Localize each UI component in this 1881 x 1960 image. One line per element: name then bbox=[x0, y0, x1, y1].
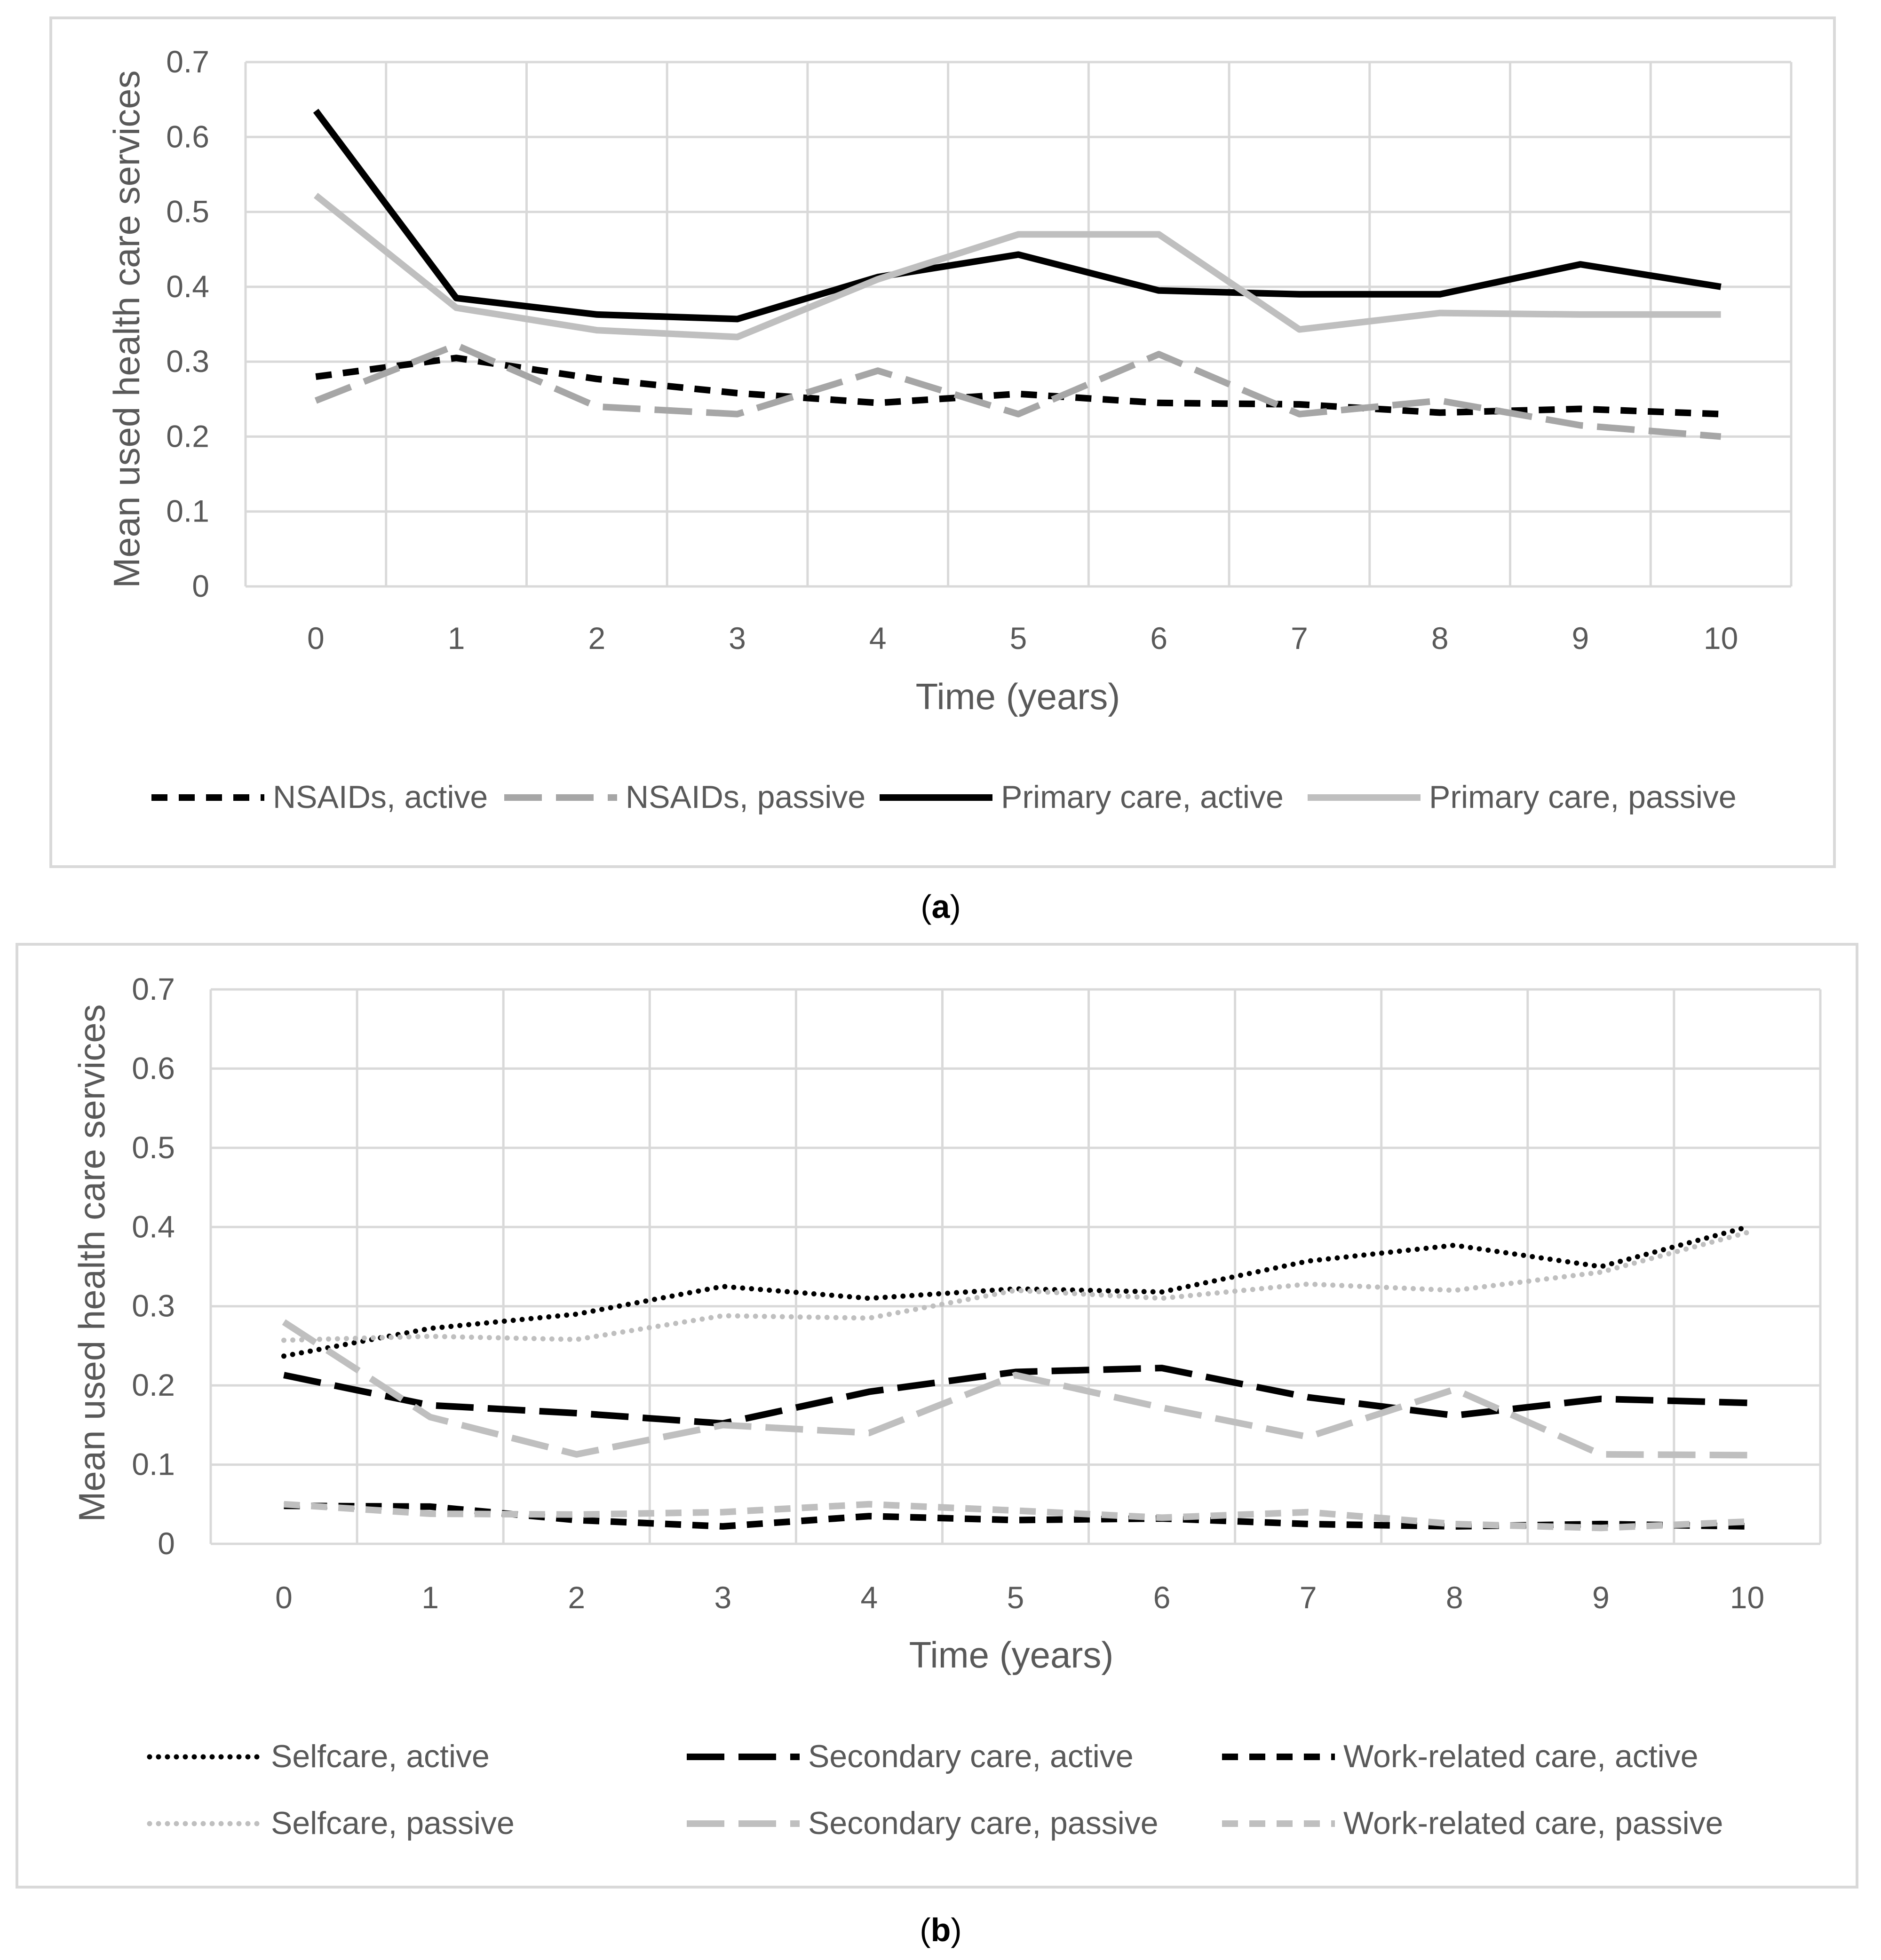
chart-a-xlabel: Time (years) bbox=[916, 676, 1120, 717]
legend-label-nsaids-active: NSAIDs, active bbox=[273, 779, 488, 815]
series-line-nsaids-passive bbox=[314, 342, 1722, 440]
chart-a-frame bbox=[49, 16, 1836, 868]
caption-b: (b) bbox=[920, 1912, 961, 1948]
legend-label-secondary-care-active: Secondary care, active bbox=[808, 1739, 1134, 1774]
chart-b-ytick-label: 0.6 bbox=[132, 1051, 175, 1085]
series-line-nsaids-active bbox=[315, 355, 1721, 418]
chart-a-xtick-label: 5 bbox=[1010, 621, 1027, 656]
chart-b-xtick-label: 8 bbox=[1446, 1580, 1463, 1615]
chart-a-xtick-label: 8 bbox=[1431, 621, 1449, 656]
chart-a-xtick-label: 1 bbox=[448, 621, 465, 656]
series-line-selfcare-passive bbox=[281, 1230, 1750, 1343]
chart-b-xtick-label: 1 bbox=[421, 1580, 439, 1615]
chart-b-ytick-label: 0 bbox=[158, 1526, 175, 1561]
legend-label-primary-care-passive: Primary care, passive bbox=[1429, 779, 1737, 815]
chart-b-xlabel: Time (years) bbox=[909, 1634, 1114, 1675]
chart-b-series-lines bbox=[281, 1224, 1750, 1532]
chart-b-ytick-label: 0.3 bbox=[132, 1288, 175, 1323]
chart-a-xtick-label: 7 bbox=[1291, 621, 1308, 656]
chart-b-ytick-label: 0.4 bbox=[132, 1209, 175, 1244]
chart-b-xtick-label: 5 bbox=[1007, 1580, 1024, 1615]
chart-a-xtick-label: 6 bbox=[1150, 621, 1167, 656]
chart-b-gridlines bbox=[209, 988, 1822, 1545]
legend-label-primary-care-active: Primary care, active bbox=[1001, 779, 1284, 815]
chart-b-xtick-label: 0 bbox=[275, 1580, 293, 1615]
chart-a-xtick-label: 10 bbox=[1704, 621, 1738, 656]
chart-panel-b: 0 0.1 0.2 0.3 0.4 0.5 0.6 0.7 0 1 2 3 4 5 6 7 8 9 10 Mean … bbox=[16, 943, 1858, 1889]
chart-a-ytick-label: 0.4 bbox=[166, 269, 209, 304]
chart-a-legend: NSAIDs, active NSAIDs, passive Primary car… bbox=[151, 779, 1737, 815]
chart-a-ytick-label: 0.2 bbox=[166, 419, 209, 453]
chart-b-xtick-label: 9 bbox=[1592, 1580, 1610, 1615]
series-line-secondary-care-passive bbox=[282, 1319, 1747, 1459]
chart-a-ytick-label: 0.3 bbox=[166, 344, 209, 379]
chart-a-gridlines bbox=[244, 61, 1793, 588]
chart-b-xtick-label: 7 bbox=[1300, 1580, 1317, 1615]
legend-label-selfcare-passive: Selfcare, passive bbox=[271, 1805, 515, 1841]
chart-a-xtick-label: 2 bbox=[588, 621, 605, 656]
chart-a-xtick-label: 9 bbox=[1572, 621, 1589, 656]
chart-b-xtick-label: 3 bbox=[714, 1580, 731, 1615]
series-line-selfcare-active bbox=[281, 1224, 1750, 1359]
chart-b-frame bbox=[16, 943, 1858, 1889]
chart-b-ytick-label: 0.2 bbox=[132, 1367, 175, 1402]
chart-a-ylabel: Mean used health care services bbox=[106, 70, 147, 588]
chart-a-xtick-label: 3 bbox=[729, 621, 746, 656]
chart-b-xtick-label: 4 bbox=[861, 1580, 878, 1615]
chart-a-ytick-label: 0.7 bbox=[166, 44, 209, 79]
chart-b-legend: Selfcare, active Secondary care, active Wo… bbox=[147, 1739, 1723, 1841]
chart-a-ytick-label: 0 bbox=[192, 569, 209, 603]
chart-b-tick-labels: 0 0.1 0.2 0.3 0.4 0.5 0.6 0.7 0 1 2 3 4 5 6 7 8 9 10 bbox=[132, 972, 1764, 1615]
chart-b-ylabel: Mean used health care services bbox=[71, 1004, 112, 1522]
legend-label-work-related-care-active: Work-related care, active bbox=[1343, 1739, 1698, 1774]
chart-a-ytick-label: 0.1 bbox=[166, 494, 209, 529]
series-line-primary-care-active bbox=[313, 109, 1722, 323]
chart-b-ytick-label: 0.7 bbox=[132, 972, 175, 1006]
chart-b-ytick-label: 0.5 bbox=[132, 1130, 175, 1165]
chart-b-xtick-label: 10 bbox=[1730, 1580, 1764, 1615]
legend-label-secondary-care-passive: Secondary care, passive bbox=[808, 1805, 1159, 1841]
chart-a-xtick-label: 4 bbox=[869, 621, 887, 656]
chart-b-ytick-label: 0.1 bbox=[132, 1447, 175, 1482]
legend-label-nsaids-passive: NSAIDs, passive bbox=[626, 779, 865, 815]
legend-label-selfcare-active: Selfcare, active bbox=[271, 1739, 490, 1774]
chart-a-tick-labels: 0 0.1 0.2 0.3 0.4 0.5 0.6 0.7 0 1 2 3 4 5 6 7 8 9 10 bbox=[166, 44, 1738, 656]
chart-a-ytick-label: 0.5 bbox=[166, 194, 209, 229]
chart-a-ytick-label: 0.6 bbox=[166, 119, 209, 154]
chart-b-xtick-label: 6 bbox=[1153, 1580, 1171, 1615]
chart-b-xtick-label: 2 bbox=[568, 1580, 585, 1615]
chart-a-xtick-label: 0 bbox=[307, 621, 325, 656]
chart-a-series-lines bbox=[313, 109, 1722, 440]
chart-panel-a: 0 0.1 0.2 0.3 0.4 0.5 0.6 0.7 0 1 2 3 4 5 6 7 8 9 10 Mean … bbox=[49, 16, 1836, 868]
legend-label-work-related-care-passive: Work-related care, passive bbox=[1343, 1805, 1723, 1841]
series-line-primary-care-passive bbox=[314, 193, 1721, 340]
caption-a: (a) bbox=[921, 888, 961, 925]
